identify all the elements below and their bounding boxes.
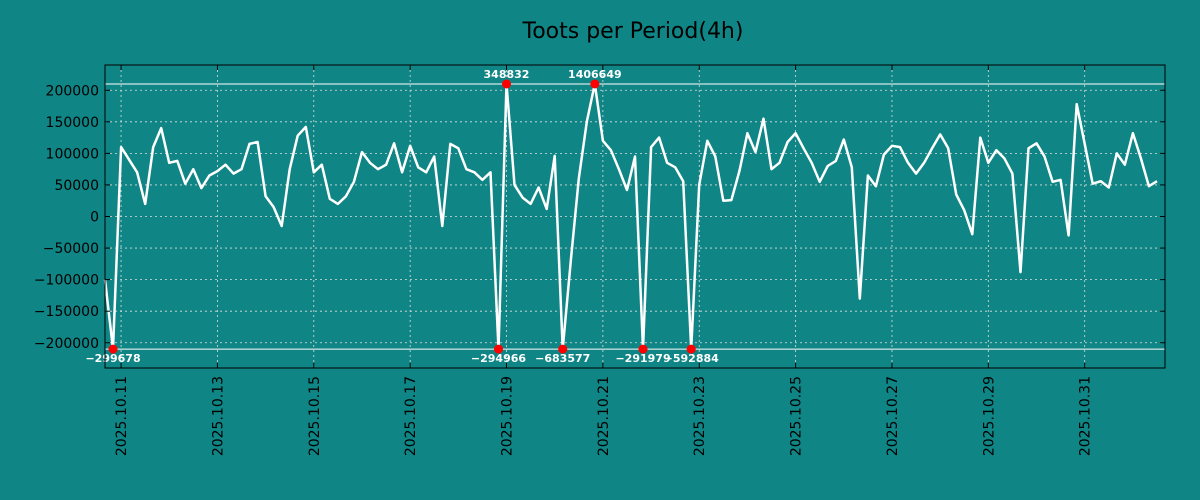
y-axis-ticks: −200000 −150000 −100000 −50000 0 50000 100000 1… [34, 83, 1165, 352]
clip-marker [502, 79, 512, 89]
clip-marker [108, 344, 118, 354]
clip-value-label: −683577 [535, 352, 590, 365]
series-layer [103, 82, 1158, 351]
y-tick-label: −100000 [34, 273, 99, 289]
x-tick-label: 2025.10.11 [114, 376, 130, 456]
clip-value-label: −592884 [664, 352, 719, 365]
x-tick-label: 2025.10.23 [692, 376, 708, 456]
grid-lines [105, 65, 1165, 368]
x-tick-label: 2025.10.29 [981, 376, 997, 456]
clip-value-label: 1406649 [568, 68, 622, 81]
x-tick-label: 2025.10.25 [789, 376, 805, 456]
clip-value-label: −299678 [85, 352, 140, 365]
clip-value-label: −291979 [615, 352, 670, 365]
x-tick-label: 2025.10.15 [307, 376, 323, 456]
x-tick-label: 2025.10.27 [885, 376, 901, 456]
y-tick-label: 200000 [46, 83, 99, 99]
clip-value-label: −294966 [471, 352, 526, 365]
y-tick-label: 50000 [54, 178, 99, 194]
series-line-toots [103, 82, 1158, 351]
x-tick-label: 2025.10.19 [500, 376, 516, 456]
x-axis-ticks: 2025.10.11 2025.10.13 2025.10.15 2025.10.17… [114, 65, 1094, 456]
y-tick-label: 150000 [46, 115, 99, 131]
clip-markers [108, 79, 696, 354]
clip-labels: −299678 −294966 348832 −683577 1406649 −29197… [85, 68, 719, 365]
x-tick-label: 2025.10.31 [1078, 376, 1094, 456]
x-tick-label: 2025.10.21 [596, 376, 612, 456]
clip-marker [686, 344, 696, 354]
y-tick-label: −50000 [43, 241, 99, 257]
y-tick-label: −200000 [34, 336, 99, 352]
x-tick-label: 2025.10.13 [210, 376, 226, 456]
x-tick-label: 2025.10.17 [403, 376, 419, 456]
clip-marker [558, 344, 568, 354]
chart-title: Toots per Period(4h) [522, 19, 744, 44]
clip-marker [638, 344, 648, 354]
clip-marker [590, 79, 600, 89]
clip-value-label: 348832 [484, 68, 530, 81]
y-tick-label: 100000 [46, 146, 99, 162]
clip-limit-lines [105, 83, 1165, 350]
y-tick-label: −150000 [34, 304, 99, 320]
clip-marker [493, 344, 503, 354]
y-tick-label: 0 [90, 210, 99, 226]
